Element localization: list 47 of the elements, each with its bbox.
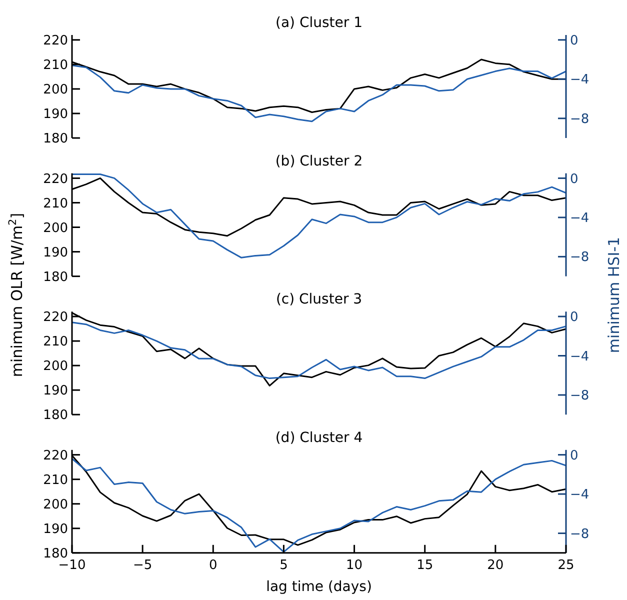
y2-axis-title: minimum HSI-1 — [605, 236, 623, 354]
y2-tick-label: 0 — [570, 448, 578, 464]
x-tick-label: 0 — [209, 558, 218, 573]
y-tick-label: 180 — [43, 132, 68, 147]
y-tick-label: 190 — [43, 107, 68, 122]
y-tick-label: 200 — [43, 497, 68, 512]
y-tick-label: 210 — [43, 334, 68, 350]
y-tick-label: 220 — [43, 172, 68, 187]
y-tick-label: 180 — [43, 270, 68, 285]
y2-tick-label: −8 — [570, 526, 590, 542]
y-tick-label: 220 — [43, 33, 68, 48]
x-tick-label: 25 — [558, 558, 574, 573]
y2-tick-label: 0 — [570, 33, 578, 48]
y-tick-label: 190 — [43, 245, 68, 260]
x-tick-label: 15 — [416, 558, 434, 573]
y2-tick-label: −8 — [570, 388, 590, 404]
y-tick-label: 190 — [43, 384, 68, 399]
chart-title: (c) Cluster 3 — [276, 292, 362, 308]
line-series — [71, 174, 567, 258]
x-tick-label: −5 — [132, 558, 152, 573]
chart-title: (b) Cluster 2 — [275, 153, 363, 170]
chart-title: (a) Cluster 1 — [275, 15, 363, 31]
y-tick-label: 200 — [43, 82, 68, 98]
y-tick-label: 210 — [43, 58, 68, 73]
x-tick-label: 20 — [487, 558, 504, 573]
x-axis-title: lag time (days) — [266, 578, 372, 595]
y-tick-label: 200 — [43, 359, 68, 374]
y2-tick-label: 0 — [570, 310, 578, 326]
y-tick-label: 210 — [43, 472, 68, 488]
y2-tick-label: −8 — [570, 112, 590, 127]
y2-tick-label: −8 — [570, 250, 590, 266]
y2-tick-label: 0 — [570, 172, 578, 187]
y-tick-label: 200 — [43, 220, 68, 236]
y-tick-label: 220 — [43, 310, 68, 326]
line-series — [71, 64, 567, 122]
x-tick-label: 5 — [280, 558, 288, 573]
y2-tick-label: −4 — [570, 72, 590, 88]
y2-tick-label: −4 — [570, 210, 590, 226]
y-tick-label: 180 — [43, 408, 68, 424]
y2-tick-label: −4 — [570, 488, 590, 503]
chart-title: (d) Cluster 4 — [275, 430, 363, 446]
x-tick-label: 10 — [346, 558, 363, 573]
y-tick-label: 190 — [43, 522, 68, 537]
y-tick-label: 210 — [43, 196, 68, 212]
y-tick-label: 220 — [43, 448, 68, 464]
y2-tick-label: −4 — [570, 349, 590, 364]
line-series — [71, 322, 567, 380]
